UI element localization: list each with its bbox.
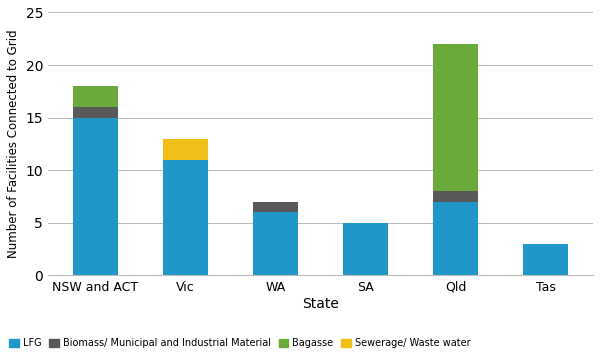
Legend: LFG, Biomass/ Municipal and Industrial Material, Bagasse, Sewerage/ Waste water: LFG, Biomass/ Municipal and Industrial M… [9, 338, 470, 348]
X-axis label: State: State [302, 297, 339, 311]
Bar [253, 202, 298, 212]
Bar [343, 223, 388, 275]
Bar [73, 86, 118, 107]
Bar [253, 212, 298, 275]
Bar [433, 44, 478, 191]
Y-axis label: Number of Facilities Connected to Grid: Number of Facilities Connected to Grid [7, 30, 20, 258]
Bar [163, 160, 208, 275]
Bar [73, 107, 118, 118]
Bar [433, 191, 478, 202]
Bar [433, 202, 478, 275]
Bar [163, 139, 208, 160]
Bar [73, 118, 118, 275]
Bar [523, 244, 568, 275]
